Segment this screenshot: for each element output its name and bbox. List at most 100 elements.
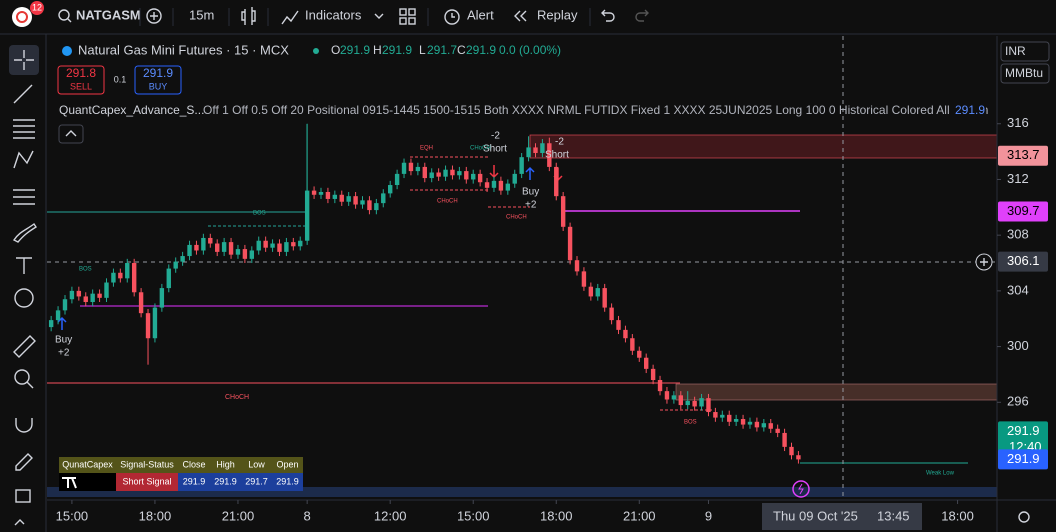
candle-body xyxy=(76,290,82,297)
add-symbol-icon xyxy=(150,12,158,20)
candle-body xyxy=(152,307,158,339)
candle-body xyxy=(83,296,88,303)
fib-tool[interactable] xyxy=(13,119,35,139)
chart-type[interactable] xyxy=(241,7,256,25)
candle-body xyxy=(450,169,455,176)
candle-body xyxy=(720,414,725,418)
pattern-tool[interactable] xyxy=(13,150,34,169)
zoom-icon xyxy=(26,381,34,389)
add-symbol[interactable] xyxy=(146,8,162,24)
bos-label: BOS xyxy=(79,267,92,273)
indicators-icon[interactable] xyxy=(281,10,299,25)
candle-body xyxy=(699,398,704,407)
replay-icon[interactable] xyxy=(514,10,527,22)
signal-label: Buy xyxy=(55,335,72,346)
legend: Natural Gas Mini Futures · 15 · MCX O 29… xyxy=(57,41,1050,144)
unit: MMBtu xyxy=(1005,66,1043,80)
event-icon[interactable] xyxy=(792,480,810,498)
indicators-button[interactable]: Indicators xyxy=(305,7,362,22)
crosshair-tool[interactable] xyxy=(9,45,39,75)
bos-label: BOS xyxy=(684,420,697,426)
candle-body xyxy=(692,400,697,407)
candle-body xyxy=(291,242,296,247)
lock-icon[interactable] xyxy=(15,489,31,503)
layout-icon[interactable] xyxy=(399,8,407,16)
crosshair-time: 13:45 xyxy=(877,508,910,523)
candle-body xyxy=(630,338,635,351)
emoji-tool[interactable] xyxy=(14,288,34,308)
candle-body xyxy=(118,272,123,279)
indicator-value: 291.9 xyxy=(955,103,985,117)
candle-body xyxy=(789,446,794,456)
ohlc-label: O xyxy=(331,43,340,57)
candle-body xyxy=(201,237,206,251)
x-tick-label: 18:00 xyxy=(941,508,974,523)
crosshair-icon xyxy=(14,50,34,70)
table-cell: 291.7 xyxy=(245,476,268,486)
currency-button[interactable] xyxy=(1000,41,1050,62)
candle-body xyxy=(318,191,324,195)
lock-tool[interactable] xyxy=(15,453,33,471)
hide-tool[interactable] xyxy=(14,519,25,526)
candle-body xyxy=(339,194,344,202)
candle-body xyxy=(97,293,102,298)
zoom-tool[interactable] xyxy=(14,369,30,385)
weak-low-label: Weak Low xyxy=(926,471,955,477)
price-tag-label: 313.7 xyxy=(1007,147,1040,162)
ohlc-value: 291.9 xyxy=(340,43,370,57)
candle-body xyxy=(664,391,670,400)
candle-body xyxy=(90,293,95,303)
sell-button[interactable] xyxy=(57,65,105,95)
replay-button[interactable]: Replay xyxy=(537,7,578,22)
indicator-name[interactable]: QuantCapex_Advance_S... xyxy=(59,103,204,117)
candle-body xyxy=(125,263,130,279)
magnet-tool[interactable] xyxy=(15,418,33,433)
x-tick-label: 15:00 xyxy=(457,508,490,523)
top-toolbar: 12 NATGASM 15m Indicators Alert Replay xyxy=(0,1,1056,35)
alert-icon[interactable] xyxy=(444,9,460,25)
buy-price: 291.9 xyxy=(143,66,173,80)
chevron[interactable] xyxy=(374,13,384,19)
candle-body xyxy=(471,173,476,180)
candle-body xyxy=(408,162,414,172)
avatar[interactable] xyxy=(12,7,32,27)
candle-body xyxy=(401,162,407,174)
candle-body xyxy=(491,180,497,188)
alert-button[interactable]: Alert xyxy=(467,7,494,22)
candle-body xyxy=(194,244,199,251)
trendline-tool[interactable] xyxy=(13,84,33,104)
candle-body xyxy=(727,414,732,422)
unit-button[interactable] xyxy=(1000,63,1050,84)
candle-body xyxy=(540,143,545,153)
candle-body xyxy=(519,157,524,174)
candle-body xyxy=(387,185,393,194)
symbol[interactable]: NATGASM xyxy=(76,7,141,22)
projection-tool[interactable] xyxy=(13,189,35,205)
search-icon[interactable] xyxy=(58,9,70,21)
measure-tool[interactable] xyxy=(13,335,36,358)
candle-body xyxy=(221,242,227,252)
status-cell xyxy=(116,473,178,491)
buy-button[interactable] xyxy=(134,65,182,95)
demand-zone xyxy=(675,383,998,401)
left-toolbar xyxy=(9,34,47,532)
collapse-button[interactable] xyxy=(58,124,84,144)
signal-qty: +2 xyxy=(525,200,537,211)
candle-body xyxy=(547,143,552,167)
candle-body xyxy=(747,421,753,425)
settings-button[interactable] xyxy=(1018,511,1030,523)
candle-body xyxy=(477,173,483,183)
candle-body xyxy=(616,320,621,330)
brush-tool[interactable] xyxy=(12,222,37,243)
undo[interactable] xyxy=(601,9,615,22)
table-header-cell: Signal-Status xyxy=(120,459,174,469)
table-header-cell: High xyxy=(216,459,235,469)
y-tick-label: 296 xyxy=(1007,394,1029,409)
avatar-logo xyxy=(16,11,28,23)
interval[interactable]: 15m xyxy=(189,7,214,22)
ohlc-value: 291.7 xyxy=(427,43,457,57)
text-tool[interactable] xyxy=(16,257,32,274)
redo[interactable] xyxy=(635,9,649,22)
price-tag xyxy=(998,449,1048,470)
spread: 0.1 xyxy=(114,74,127,84)
